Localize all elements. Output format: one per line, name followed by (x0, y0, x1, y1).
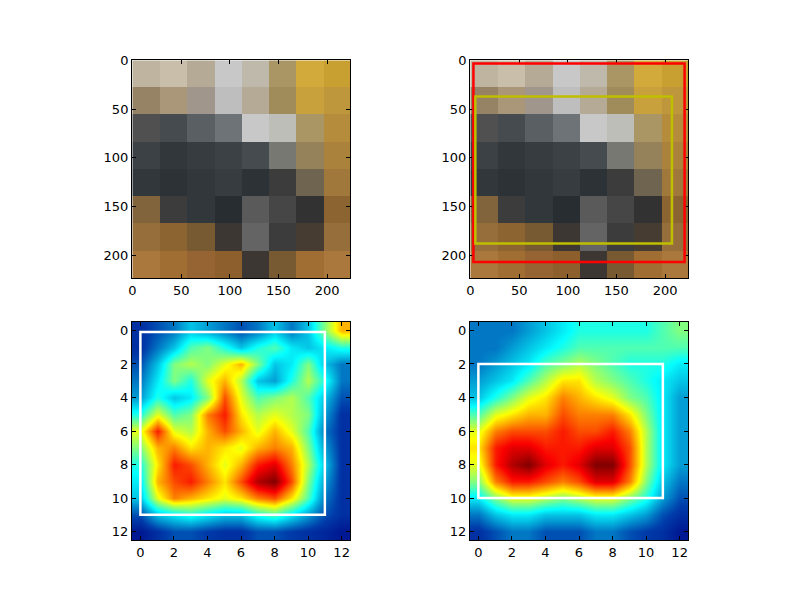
svg-text:12: 12 (671, 545, 688, 560)
svg-text:10: 10 (638, 545, 655, 560)
svg-text:200: 200 (104, 248, 129, 263)
svg-text:0: 0 (120, 53, 128, 68)
svg-text:200: 200 (442, 248, 467, 263)
svg-text:0: 0 (120, 323, 128, 338)
svg-text:0: 0 (458, 323, 466, 338)
svg-text:12: 12 (450, 524, 467, 539)
svg-text:150: 150 (604, 283, 629, 298)
svg-text:8: 8 (458, 457, 466, 472)
svg-text:8: 8 (270, 545, 278, 560)
svg-text:2: 2 (170, 545, 178, 560)
svg-text:100: 100 (555, 283, 580, 298)
svg-text:2: 2 (458, 356, 466, 371)
svg-text:4: 4 (203, 545, 211, 560)
svg-text:50: 50 (511, 283, 528, 298)
svg-text:4: 4 (120, 390, 128, 405)
svg-text:6: 6 (120, 424, 128, 439)
svg-text:0: 0 (474, 545, 482, 560)
svg-text:100: 100 (442, 150, 467, 165)
svg-text:12: 12 (112, 524, 129, 539)
svg-text:4: 4 (541, 545, 549, 560)
svg-text:150: 150 (266, 283, 291, 298)
svg-text:0: 0 (136, 545, 144, 560)
svg-text:2: 2 (508, 545, 516, 560)
svg-text:6: 6 (575, 545, 583, 560)
svg-text:4: 4 (458, 390, 466, 405)
svg-text:50: 50 (450, 102, 467, 117)
svg-text:6: 6 (237, 545, 245, 560)
svg-text:200: 200 (315, 283, 340, 298)
svg-text:50: 50 (173, 283, 190, 298)
svg-text:100: 100 (104, 150, 129, 165)
svg-text:0: 0 (458, 53, 466, 68)
svg-text:50: 50 (112, 102, 129, 117)
svg-text:10: 10 (450, 491, 467, 506)
svg-text:150: 150 (104, 199, 129, 214)
svg-text:12: 12 (333, 545, 350, 560)
svg-text:10: 10 (112, 491, 129, 506)
svg-text:8: 8 (608, 545, 616, 560)
svg-text:8: 8 (120, 457, 128, 472)
svg-text:6: 6 (458, 424, 466, 439)
svg-text:0: 0 (466, 283, 474, 298)
svg-text:100: 100 (217, 283, 242, 298)
svg-text:0: 0 (128, 283, 136, 298)
svg-text:150: 150 (442, 199, 467, 214)
svg-text:2: 2 (120, 356, 128, 371)
svg-text:200: 200 (653, 283, 678, 298)
svg-text:10: 10 (300, 545, 317, 560)
